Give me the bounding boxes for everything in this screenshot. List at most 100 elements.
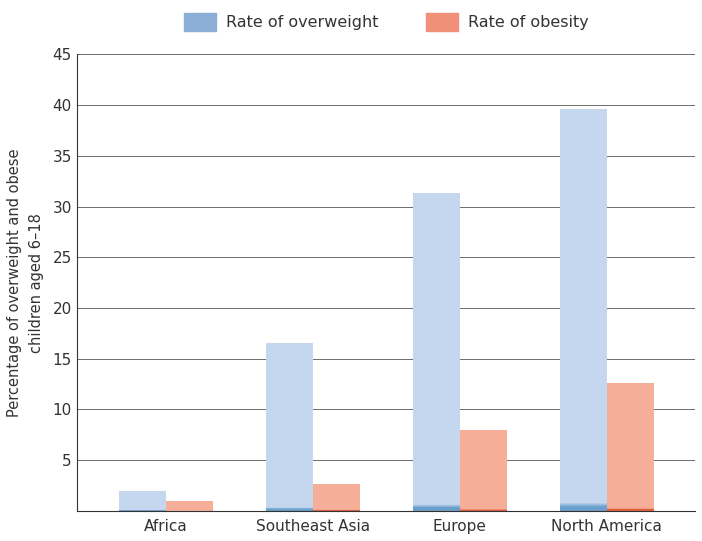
Bar (460, 492, 507, 510)
Bar (119, 503, 166, 511)
Bar (265, 352, 312, 507)
Bar (265, 428, 312, 508)
Bar (559, 507, 607, 511)
Bar (312, 492, 359, 510)
Bar (460, 481, 507, 510)
Bar (559, 320, 607, 505)
Bar (265, 490, 312, 509)
Bar (413, 388, 460, 506)
Bar (166, 505, 213, 511)
Bar (559, 458, 607, 506)
Bar (559, 150, 607, 503)
Bar (460, 461, 507, 510)
Bar (312, 490, 359, 510)
Bar (312, 485, 359, 510)
Bar (119, 504, 166, 511)
Bar (559, 308, 607, 505)
Bar (460, 486, 507, 510)
Bar (166, 502, 213, 511)
Bar (119, 500, 166, 510)
Bar (166, 510, 213, 511)
Bar (607, 420, 654, 509)
Bar (312, 489, 359, 510)
Bar (265, 392, 312, 508)
Bar (312, 497, 359, 510)
Bar (559, 174, 607, 503)
Bar (559, 129, 607, 503)
Bar (559, 434, 607, 506)
Bar (559, 340, 607, 505)
Bar (413, 225, 460, 505)
Bar (413, 196, 460, 504)
Bar (559, 357, 607, 505)
Bar (166, 503, 213, 511)
Bar (460, 481, 507, 510)
Bar (265, 357, 312, 507)
Bar (413, 276, 460, 505)
Bar (119, 493, 166, 510)
Bar (166, 502, 213, 511)
Bar (607, 437, 654, 509)
Bar (607, 423, 654, 509)
Bar (607, 435, 654, 509)
Bar (413, 302, 460, 505)
Bar (119, 493, 166, 510)
Bar (559, 454, 607, 506)
Bar (607, 468, 654, 509)
Bar (119, 494, 166, 510)
Bar (607, 408, 654, 509)
Bar (413, 385, 460, 506)
Bar (265, 479, 312, 509)
Bar (607, 422, 654, 509)
Bar (312, 505, 359, 510)
Bar (559, 215, 607, 504)
Bar (265, 470, 312, 509)
Bar (559, 486, 607, 506)
Bar (119, 509, 166, 511)
Bar (265, 472, 312, 509)
Bar (460, 434, 507, 509)
Bar (607, 507, 654, 510)
Bar (312, 503, 359, 510)
Bar (559, 413, 607, 506)
Bar (265, 455, 312, 509)
Bar (119, 492, 166, 510)
Bar (312, 500, 359, 510)
Bar (312, 507, 359, 510)
Bar (559, 223, 607, 504)
Bar (166, 506, 213, 511)
Bar (559, 316, 607, 505)
Bar (119, 502, 166, 510)
Bar (166, 502, 213, 511)
Bar (119, 498, 166, 510)
Bar (460, 441, 507, 509)
Bar (559, 446, 607, 506)
Bar (413, 507, 460, 511)
Bar (312, 492, 359, 510)
Bar (460, 496, 507, 510)
Bar (559, 483, 607, 506)
Bar (559, 478, 607, 506)
Bar (607, 441, 654, 509)
Bar (559, 365, 607, 505)
Bar (607, 479, 654, 509)
Bar (119, 507, 166, 511)
Bar (312, 490, 359, 510)
Bar (119, 509, 166, 511)
Bar (607, 413, 654, 509)
Bar (265, 509, 312, 511)
Bar (607, 495, 654, 509)
Bar (460, 487, 507, 510)
Bar (413, 327, 460, 506)
Bar (166, 510, 213, 511)
Bar (607, 494, 654, 509)
Bar (119, 495, 166, 510)
Bar (312, 500, 359, 510)
Bar (559, 178, 607, 503)
Bar (413, 491, 460, 507)
Bar (265, 438, 312, 509)
Bar (265, 489, 312, 509)
Bar (607, 390, 654, 508)
Bar (312, 509, 359, 510)
Bar (312, 489, 359, 510)
